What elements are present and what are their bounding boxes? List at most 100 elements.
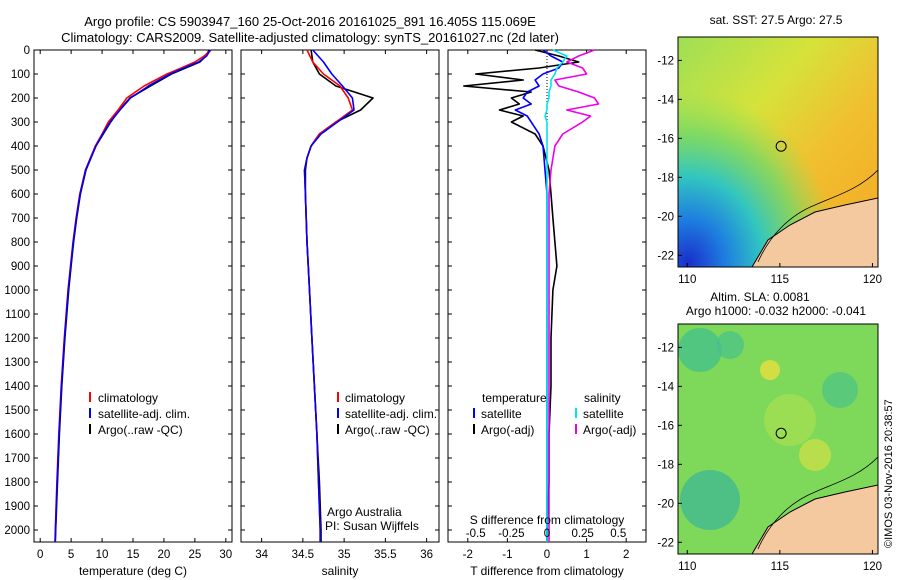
title-line-1: Argo profile: CS 5903947_160 25-Oct-2016…	[84, 14, 536, 29]
sla-map-frame	[677, 323, 879, 555]
sla-anomaly-blob	[680, 470, 740, 530]
x-tick-label: 36	[420, 549, 433, 561]
lon-tick-label: 120	[863, 561, 882, 573]
annotation-line-2: PI: Susan Wijffels	[325, 519, 419, 533]
x-tick-label: 34.5	[292, 549, 314, 561]
salinity-difference-ticks: -0.5 -0.25 0 0.25 0.5	[466, 528, 626, 540]
depth-tick-label: 100	[11, 69, 30, 81]
depth-tick-label: 600	[11, 189, 30, 201]
legend-satellite: satellite-adj. clim.	[98, 407, 190, 421]
title-line-2: Climatology: CARS2009. Satellite-adjuste…	[61, 30, 559, 45]
legend-climatology: climatology	[345, 391, 405, 405]
sla-anomaly-blob	[822, 372, 858, 408]
x-tick-label: 1	[583, 549, 589, 561]
lat-tick-label: -22	[657, 250, 674, 262]
x-tick-label: 34	[255, 549, 268, 561]
depth-tick-label: 1600	[4, 429, 30, 441]
lon-tick-label: 110	[678, 274, 696, 286]
depth-tick-label: 500	[11, 165, 30, 177]
top-tick-label: 0.25	[571, 528, 593, 540]
lat-tick-label: -16	[657, 133, 674, 145]
salinity-panel-frame	[240, 49, 440, 543]
depth-tick-label: 300	[11, 117, 30, 129]
depth-tick-label: 1000	[4, 285, 30, 297]
imos-timestamp: ©IMOS 03-Nov-2016 20:38:57	[883, 399, 895, 548]
depth-tick-label: 1400	[4, 381, 30, 393]
legend-satellite: satellite-adj. clim.	[345, 407, 437, 421]
difference-xlabel: T difference from climatology	[470, 564, 624, 578]
legend-s-satellite: satellite	[583, 407, 624, 421]
sla-map-title: Altim. SLA: 0.0081	[710, 290, 810, 304]
depth-tick-label: 1200	[4, 333, 30, 345]
top-tick-label: 0	[544, 528, 550, 540]
lat-tick-label: -18	[657, 172, 674, 184]
bathymetry-contour	[757, 456, 878, 550]
temperature-panel-frame	[33, 49, 233, 543]
salinity-legend: climatology satellite-adj. clim. Argo(..…	[337, 391, 437, 437]
x-tick-label: -1	[502, 549, 512, 561]
legend-header-salinity: salinity	[584, 391, 621, 405]
sla-anomaly-blob	[799, 439, 831, 471]
depth-tick-label: 400	[11, 141, 30, 153]
series-s_sat	[544, 49, 568, 542]
top-tick-label: 0.5	[610, 528, 626, 540]
annotation-line-1: Argo Australia	[327, 505, 402, 519]
depth-tick-label: 1900	[4, 501, 30, 513]
x-tick-label: 30	[219, 549, 232, 561]
legend-header-temperature: temperature	[482, 391, 547, 405]
legend-s-argo: Argo(-adj)	[583, 423, 636, 437]
sst-map-frame	[677, 36, 879, 268]
argo-position-marker	[775, 140, 787, 152]
depth-tick-label: 900	[11, 261, 30, 273]
depth-tick-label: 1700	[4, 453, 30, 465]
temperature-plot: 0 5 10 15 20 25 30	[37, 49, 232, 561]
series-argo	[304, 49, 374, 542]
legend-argo: Argo(..raw -QC)	[345, 423, 430, 437]
legend-t-argo: Argo(-adj)	[481, 423, 534, 437]
lon-tick-label: 115	[771, 274, 789, 286]
lat-tick-label: -16	[657, 420, 674, 432]
difference-top-label: S difference from climatology	[470, 513, 625, 527]
sla-map-subtitle: Argo h1000: -0.032 h2000: -0.041	[686, 304, 866, 318]
lat-tick-label: -18	[657, 459, 674, 471]
depth-tick-label: 1100	[5, 309, 30, 321]
sla-map	[678, 324, 878, 554]
temperature-xlabel: temperature (deg C)	[79, 564, 187, 578]
lon-tick-label: 115	[771, 561, 789, 573]
x-tick-label: 0	[544, 549, 550, 561]
salinity-plot: 34 34.5 35 35.5 36	[255, 49, 433, 561]
depth-tick-label: 2000	[4, 525, 30, 537]
lat-tick-label: -12	[657, 342, 674, 354]
x-tick-label: 0	[37, 549, 43, 561]
top-tick-label: -0.5	[466, 528, 486, 540]
depth-tick-label: 700	[11, 213, 30, 225]
series-t_sat	[514, 49, 564, 542]
x-tick-label: 5	[68, 549, 74, 561]
x-tick-label: 20	[158, 549, 171, 561]
sla-anomaly-blob	[716, 331, 744, 359]
legend-argo: Argo(..raw -QC)	[98, 423, 183, 437]
x-tick-label: -2	[463, 549, 473, 561]
depth-tick-label: 1800	[4, 477, 30, 489]
temperature-legend: climatology satellite-adj. clim. Argo(..…	[89, 391, 190, 437]
sla-map-axes: 110 115 120 -12 -14 -16 -18 -20 -22	[657, 342, 882, 573]
series-argo	[54, 49, 210, 543]
lon-tick-label: 120	[863, 274, 882, 286]
x-tick-label: 15	[127, 549, 140, 561]
land	[751, 484, 878, 554]
series-climatology	[303, 49, 354, 542]
legend-t-satellite: satellite	[481, 407, 522, 421]
x-tick-label: 10	[96, 549, 109, 561]
series-climatology	[54, 49, 212, 543]
depth-tick-label: 0	[24, 45, 30, 57]
lat-tick-label: -14	[657, 94, 674, 106]
depth-tick-label: 800	[11, 237, 30, 249]
series-t_argo	[462, 49, 580, 542]
sla-anomaly-blob	[764, 394, 816, 446]
depth-tick-label: 200	[11, 93, 30, 105]
series-satellite	[54, 49, 211, 543]
sst-map-title: sat. SST: 27.5 Argo: 27.5	[710, 13, 843, 27]
difference-legend: temperature salinity satellite Argo(-adj…	[473, 391, 636, 437]
land	[751, 197, 878, 267]
